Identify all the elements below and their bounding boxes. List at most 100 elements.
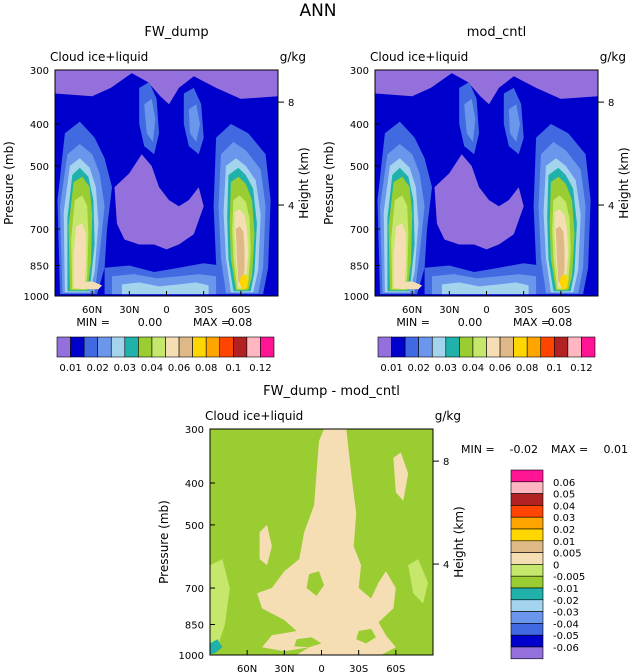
- height-tick-label: 8: [288, 98, 294, 109]
- panel-title: FW_dump - mod_cntl: [263, 384, 400, 399]
- max-value: 0.01: [604, 443, 629, 456]
- colorbar-label: 0.02: [408, 363, 430, 374]
- pressure-tick-label: 850: [30, 261, 49, 272]
- lat-tick-label: 0: [163, 305, 169, 316]
- max-label: MAX =: [513, 316, 550, 329]
- lat-tick-label: 60S: [551, 305, 570, 316]
- figure-title: ANN: [299, 1, 336, 21]
- colorbar-swatch: [404, 336, 419, 358]
- panel-title: FW_dump: [144, 25, 208, 40]
- contour-panel: FW_dump Cloud ice+liquid g/kg 300 400 500 700 8…: [2, 25, 311, 374]
- contour-region: [356, 628, 376, 644]
- units-label: g/kg: [280, 50, 306, 64]
- pressure-tick-label: 850: [185, 620, 204, 631]
- lat-tick-label: 30N: [119, 305, 139, 316]
- colorbar-swatch: [510, 516, 544, 530]
- contour-region: [239, 274, 249, 290]
- contour-region: [434, 154, 524, 250]
- max-label: MAX =: [193, 316, 230, 329]
- contour-region: [121, 282, 209, 295]
- contour-region: [375, 70, 598, 105]
- contour-region: [210, 559, 230, 650]
- colorbar-label: 0.1: [225, 363, 241, 374]
- colorbar-swatch: [418, 336, 433, 358]
- pressure-tick-label: 300: [350, 66, 369, 77]
- lat-tick-label: 60N: [237, 664, 257, 672]
- colorbar-swatch: [56, 336, 71, 358]
- colorbar-swatch: [97, 336, 112, 358]
- colorbar-label: -0.01: [553, 584, 579, 595]
- colorbar-swatch: [510, 469, 544, 483]
- colorbar-swatch: [510, 634, 544, 648]
- contour-region: [464, 98, 476, 142]
- pressure-tick-label: 1000: [24, 292, 49, 303]
- colorbar-swatch: [510, 611, 544, 624]
- y-axis-title: Pressure (mb): [322, 141, 336, 225]
- lat-tick-label: 30S: [349, 664, 368, 672]
- pressure-tick-label: 400: [30, 120, 49, 131]
- min-label: MIN =: [396, 316, 430, 329]
- colorbar-swatch: [165, 336, 180, 358]
- colorbar-swatch: [472, 336, 487, 358]
- height-tick-label: 8: [443, 457, 449, 468]
- colorbar-swatch: [178, 336, 193, 358]
- contour-region: [55, 70, 278, 105]
- colorbar-label: 0.05: [553, 490, 575, 501]
- colorbar-label: 0.01: [553, 537, 575, 548]
- lat-tick-label: 60N: [402, 305, 422, 316]
- height-tick-label: 8: [608, 98, 614, 109]
- colorbar-swatch: [510, 552, 544, 565]
- colorbar-label: -0.04: [553, 619, 579, 630]
- colorbar-label: 0.04: [462, 363, 484, 374]
- colorbar-label: 0.12: [249, 363, 271, 374]
- colorbar-swatch: [445, 336, 460, 358]
- colorbar-swatch: [513, 336, 528, 358]
- y2-axis-title: Height (km): [297, 147, 311, 218]
- colorbar-swatch: [510, 575, 544, 589]
- max-value: 0.08: [548, 316, 573, 329]
- colorbar-swatch: [431, 336, 447, 358]
- colorbar-label: 0.01: [380, 363, 402, 374]
- contour-region: [77, 281, 103, 290]
- contour-region: [144, 98, 156, 142]
- colorbar-swatch: [526, 336, 542, 358]
- colorbar-label: 0.02: [553, 525, 575, 536]
- contour-region: [188, 104, 200, 142]
- max-value: 0.08: [228, 316, 253, 329]
- colorbar-swatch: [510, 623, 544, 636]
- height-tick-label: 4: [443, 560, 449, 571]
- colorbar-swatch: [205, 336, 221, 358]
- colorbar-swatch: [510, 599, 544, 612]
- contour-region: [73, 223, 86, 289]
- field-label: Cloud ice+liquid: [205, 409, 303, 423]
- min-label: MIN =: [76, 316, 110, 329]
- colorbar-label: -0.05: [553, 631, 579, 642]
- colorbar-label: 0.02: [87, 363, 109, 374]
- colorbar-label: 0.03: [435, 363, 457, 374]
- units-label: g/kg: [600, 50, 626, 64]
- colorbar-label: 0.04: [141, 363, 163, 374]
- colorbar-label: 0.04: [553, 501, 575, 512]
- colorbar-swatch: [138, 336, 153, 358]
- colorbar-swatch: [486, 336, 501, 358]
- contour-field: [210, 429, 433, 655]
- colorbar-swatch: [70, 336, 85, 358]
- colorbar-swatch: [510, 587, 544, 601]
- lat-tick-label: 0: [483, 305, 489, 316]
- y-axis-title: Pressure (mb): [2, 141, 16, 225]
- lat-tick-label: 30N: [274, 664, 294, 672]
- colorbar-label: 0.12: [570, 363, 592, 374]
- colorbar-swatch: [510, 564, 544, 577]
- colorbar-swatch: [540, 336, 555, 358]
- lat-tick-label: 60S: [386, 664, 405, 672]
- contour-field: [375, 70, 598, 296]
- contour-region: [114, 154, 204, 250]
- colorbar-label: 0.08: [516, 363, 538, 374]
- contour-region: [393, 452, 409, 501]
- colorbar-swatch: [510, 505, 544, 518]
- colorbar-swatch: [510, 481, 544, 494]
- colorbar-swatch: [260, 336, 275, 358]
- colorbar-swatch: [391, 336, 406, 358]
- colorbar-label: -0.03: [553, 608, 579, 619]
